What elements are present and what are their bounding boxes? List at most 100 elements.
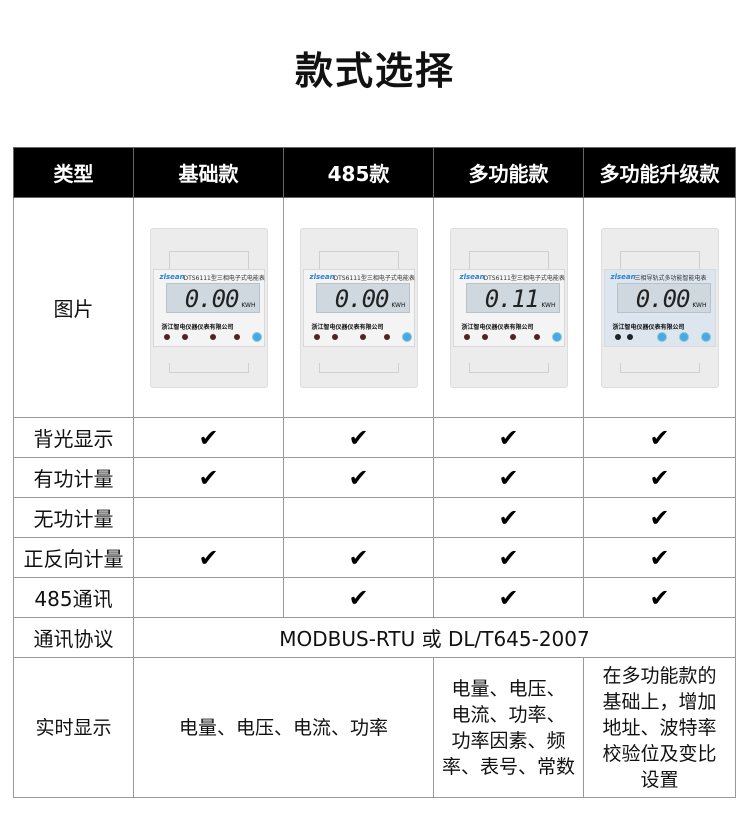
checkmark-icon: ✔ [348,463,369,492]
realtime-line: 基础上，增加 [602,690,717,713]
realtime-line: 设置 [640,768,679,791]
button-icon [251,331,262,342]
led-icon [626,333,633,340]
realtime-upgrade: 在多功能款的 基础上，增加 地址、波特率 校验位及变比 设置 [583,657,736,798]
row-label: 图片 [13,197,134,418]
protocol-value: MODBUS-RTU 或 DL/T645-2007 [133,617,736,658]
button-icon [551,331,562,342]
feature-cell: ✔ [433,417,584,458]
checkmark-icon: ✔ [649,463,670,492]
meter-image-cell: zlsean 三相导轨式多功能智能电表 0.00 KWH 浙江智电仪器仪表有限公司 [583,197,736,418]
feature-cell: ✔ [433,577,584,618]
meter-bottom [468,362,549,373]
meter-model: 三相导轨式多功能智能电表 [634,274,707,282]
button-icon [678,331,689,342]
meter-model: DTS6111型三相电子式电能表 [183,274,265,282]
led-icon [233,333,240,340]
checkmark-icon: ✔ [498,583,519,612]
realtime-line: 地址、波特率 [602,716,717,739]
led-icon [313,333,320,340]
meter-bottom [619,362,700,373]
feature-cell: ✔ [133,417,284,458]
meter-lcd: 0.11 KWH [465,282,560,313]
header-type: 类型 [13,147,134,198]
led-icon [383,333,390,340]
meter-lcd: 0.00 KWH [616,282,711,313]
meter-lcd: 0.00 KWH [315,282,410,313]
header-485: 485款 [283,147,434,198]
row-label: 背光显示 [13,417,134,458]
feature-cell: ✔ [583,577,736,618]
feature-cell: ✔ [283,537,434,578]
meter-image: zlsean 三相导轨式多功能智能电表 0.00 KWH 浙江智电仪器仪表有限公司 [600,227,719,388]
realtime-line: 校验位及变比 [602,742,717,765]
realtime-row: 实时显示 电量、电压、电流、功率 电量、电压、 电流、功率、 功率因素、频 率、表号、… [13,657,736,798]
row-label: 实时显示 [13,657,134,798]
feature-cell: ✔ [583,537,736,578]
header-basic: 基础款 [133,147,284,198]
image-row: 图片 zlsean DTS6111型三相电子式电能表 0.00 KWH 浙江智电仪… [13,197,736,418]
feature-cell: ✔ [133,457,284,498]
feature-cell: ✔ [283,457,434,498]
led-icon [209,333,216,340]
header-multi: 多功能款 [433,147,584,198]
feature-row: 无功计量 ✔ ✔ [13,497,736,538]
meter-unit: KWH [541,301,556,309]
meter-image: zlsean DTS6111型三相电子式电能表 0.00 KWH 浙江智电仪器仪表… [149,227,268,388]
row-label: 无功计量 [13,497,134,538]
feature-cell [133,577,284,618]
feature-cell: ✔ [433,457,584,498]
meter-maker: 浙江智电仪器仪表有限公司 [612,323,685,331]
checkmark-icon: ✔ [198,463,219,492]
led-icon [163,333,170,340]
meter-reading: 0.00 [334,284,390,313]
meter-lcd: 0.00 KWH [165,282,260,313]
meter-image: zlsean DTS6111型三相电子式电能表 0.00 KWH 浙江智电仪器仪表… [299,227,418,388]
meter-brand: zlsean [159,272,185,281]
led-icon [359,333,366,340]
meter-maker: 浙江智电仪器仪表有限公司 [461,323,534,331]
meter-face: zlsean DTS6111型三相电子式电能表 0.00 KWH 浙江智电仪器仪表… [152,268,265,347]
meter-reading: 0.00 [635,284,691,313]
checkmark-icon: ✔ [198,543,219,572]
row-label: 通讯协议 [13,617,134,658]
checkmark-icon: ✔ [498,503,519,532]
realtime-line: 率、表号、常数 [441,755,575,778]
button-icon [401,331,412,342]
feature-cell: ✔ [433,497,584,538]
feature-cell [283,497,434,538]
realtime-line: 电量、电压、 [451,677,566,700]
meter-bottom [168,362,249,373]
led-icon [509,333,516,340]
feature-cell [133,497,284,538]
realtime-multi: 电量、电压、 电流、功率、 功率因素、频 率、表号、常数 [433,657,584,798]
page-title: 款式选择 [294,49,455,93]
feature-cell: ✔ [433,537,584,578]
meter-bottom [318,362,399,373]
meter-face: zlsean DTS6111型三相电子式电能表 0.00 KWH 浙江智电仪器仪表… [302,268,415,347]
checkmark-icon: ✔ [498,543,519,572]
feature-cell: ✔ [583,497,736,538]
feature-row: 有功计量 ✔ ✔ ✔ ✔ [13,457,736,498]
row-label: 485通讯 [13,577,134,618]
meter-image-cell: zlsean DTS6111型三相电子式电能表 0.00 KWH 浙江智电仪器仪表… [133,197,284,418]
feature-cell: ✔ [583,457,736,498]
meter-top [318,250,399,269]
feature-cell: ✔ [283,577,434,618]
row-label: 有功计量 [13,457,134,498]
checkmark-icon: ✔ [649,423,670,452]
checkmark-icon: ✔ [649,583,670,612]
led-icon [481,333,488,340]
feature-row: 背光显示 ✔ ✔ ✔ ✔ [13,417,736,458]
meter-model: DTS6111型三相电子式电能表 [333,274,415,282]
button-icon [700,331,711,342]
checkmark-icon: ✔ [348,423,369,452]
meter-unit: KWH [692,301,707,309]
protocol-row: 通讯协议 MODBUS-RTU 或 DL/T645-2007 [13,617,736,658]
meter-maker: 浙江智电仪器仪表有限公司 [311,323,384,331]
meter-maker: 浙江智电仪器仪表有限公司 [161,323,234,331]
meter-brand: zlsean [459,272,485,281]
realtime-line: 功率因素、频 [451,729,566,752]
meter-brand: zlsean [610,272,636,281]
meter-image: zlsean DTS6111型三相电子式电能表 0.11 KWH 浙江智电仪器仪表… [449,227,568,388]
